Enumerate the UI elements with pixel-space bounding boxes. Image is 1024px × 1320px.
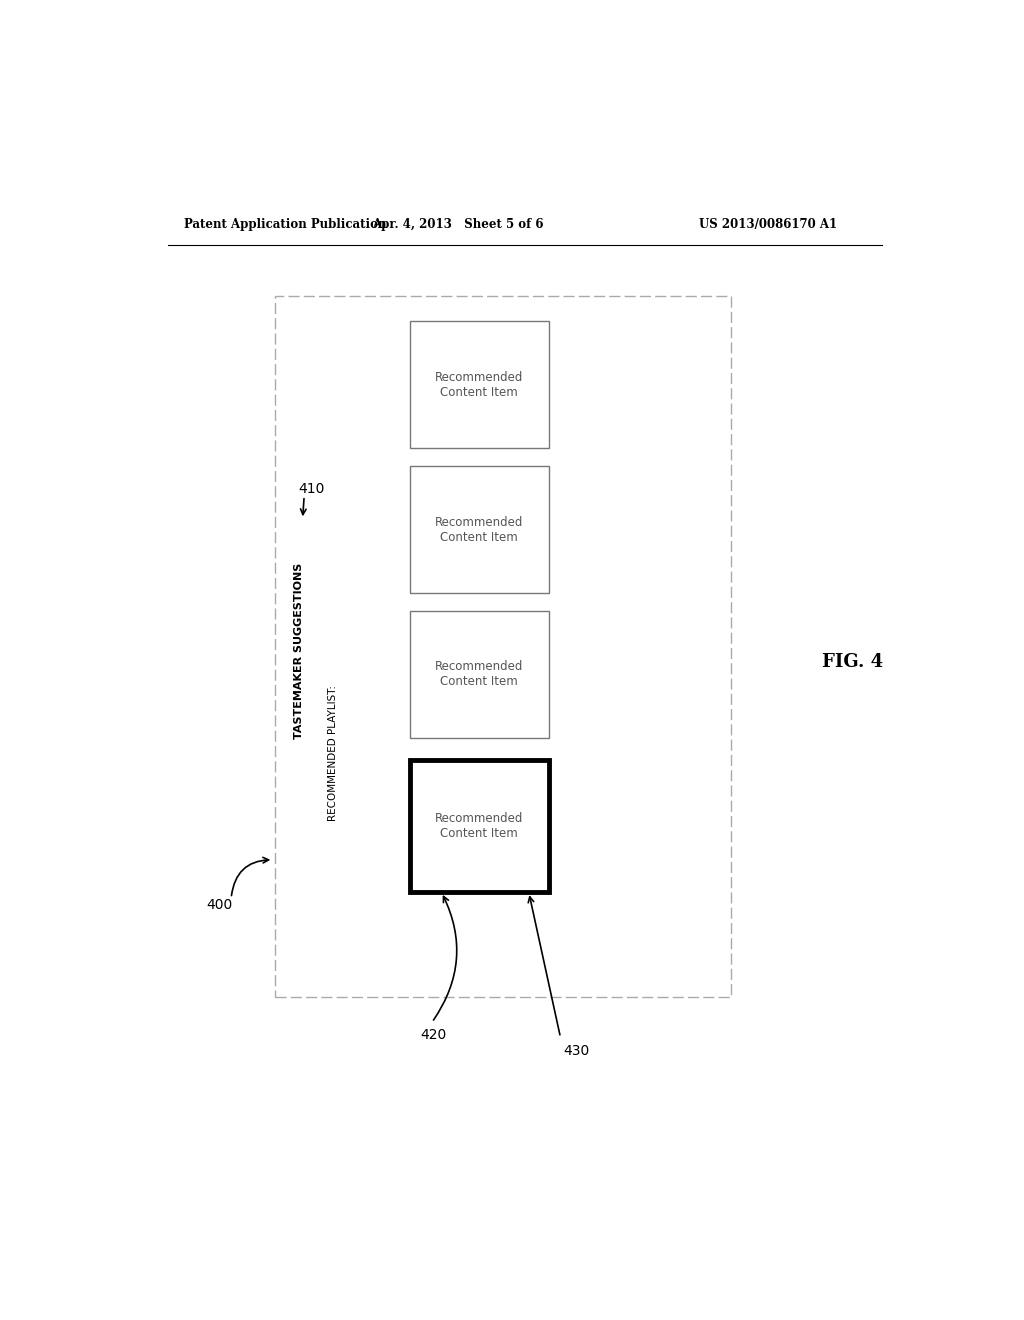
Text: 400: 400 — [206, 899, 232, 912]
Text: Recommended
Content Item: Recommended Content Item — [435, 371, 523, 399]
Text: US 2013/0086170 A1: US 2013/0086170 A1 — [699, 218, 838, 231]
Text: Patent Application Publication: Patent Application Publication — [183, 218, 386, 231]
Bar — [410, 611, 549, 738]
Text: Apr. 4, 2013   Sheet 5 of 6: Apr. 4, 2013 Sheet 5 of 6 — [372, 218, 543, 231]
Bar — [274, 296, 731, 997]
Bar — [410, 321, 549, 447]
Bar — [410, 760, 549, 892]
Text: FIG. 4: FIG. 4 — [822, 652, 884, 671]
Text: RECOMMENDED PLAYLIST:: RECOMMENDED PLAYLIST: — [328, 685, 338, 821]
Text: 410: 410 — [299, 482, 325, 496]
Text: Recommended
Content Item: Recommended Content Item — [435, 660, 523, 688]
Text: Recommended
Content Item: Recommended Content Item — [435, 812, 523, 840]
Text: TASTEMAKER SUGGESTIONS: TASTEMAKER SUGGESTIONS — [294, 564, 304, 739]
Text: 430: 430 — [563, 1044, 590, 1057]
Text: Recommended
Content Item: Recommended Content Item — [435, 516, 523, 544]
Text: 420: 420 — [421, 1027, 446, 1041]
Bar — [410, 466, 549, 594]
